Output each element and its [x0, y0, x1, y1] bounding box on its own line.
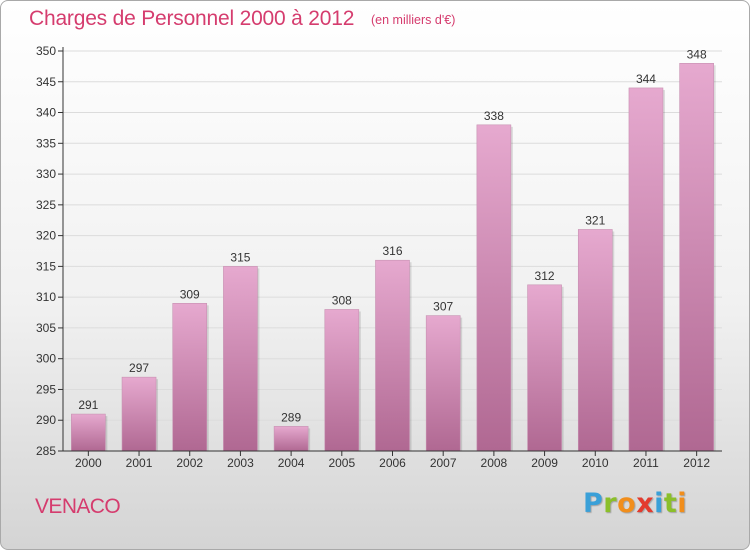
data-label: 338 — [484, 109, 504, 123]
y-tick-label: 290 — [36, 413, 56, 427]
data-label: 312 — [535, 269, 555, 283]
x-tick-label: 2006 — [379, 456, 406, 470]
bar-2008 — [476, 124, 512, 452]
y-tick-label: 320 — [36, 229, 56, 243]
logo-letter: r — [603, 488, 618, 519]
proxiti-logo: Proxiti — [583, 488, 687, 519]
commune-name: VENACO — [35, 495, 121, 518]
logo-letter: i — [654, 488, 664, 519]
data-label: 321 — [585, 213, 605, 227]
logo-letter: x — [636, 488, 655, 519]
bar-2003 — [223, 266, 258, 452]
y-tick-label: 325 — [36, 198, 56, 212]
x-tick-label: 2011 — [633, 456, 659, 470]
x-tick-label: 2010 — [582, 456, 609, 470]
bar-2009 — [527, 284, 562, 452]
chart-title: Charges de Personnel 2000 à 2012 — [29, 7, 355, 30]
data-label: 309 — [180, 287, 200, 301]
y-tick-label: 300 — [36, 352, 56, 366]
data-label: 291 — [78, 398, 98, 412]
bars — [71, 63, 716, 452]
x-tick-label: 2008 — [481, 456, 508, 470]
logo-letter: t — [663, 488, 678, 519]
bar-2002 — [172, 303, 208, 452]
bar-2000 — [71, 413, 106, 452]
y-tick-label: 295 — [36, 382, 56, 396]
data-label: 307 — [433, 300, 453, 314]
data-label: 297 — [129, 361, 149, 375]
y-tick-label: 310 — [36, 290, 56, 304]
y-tick-label: 315 — [36, 259, 56, 273]
data-label: 315 — [230, 250, 250, 264]
x-tick-label: 2004 — [278, 456, 305, 470]
axes — [58, 47, 722, 456]
logo-letter: i — [677, 488, 688, 519]
y-tick-label: 285 — [36, 444, 56, 458]
y-tick-label: 350 — [36, 44, 56, 58]
bar-2007 — [425, 315, 461, 452]
x-tick-label: 2000 — [75, 456, 102, 470]
logo-letter: o — [617, 488, 637, 519]
bar-2005 — [324, 309, 360, 452]
y-tick-label: 330 — [36, 167, 56, 181]
x-tick-label: 2007 — [430, 456, 457, 470]
bar-2001 — [121, 376, 157, 452]
bar-2006 — [375, 259, 410, 452]
data-label: 289 — [281, 410, 301, 424]
x-tick-label: 2005 — [328, 456, 355, 470]
bar-2010 — [577, 229, 613, 452]
labels: 285 290 295 300 305 310 315 320 325 330 335 340 345 3… — [36, 44, 710, 470]
y-tick-label: 340 — [36, 106, 56, 120]
y-tick-label: 335 — [36, 136, 56, 150]
logo-letter: P — [583, 488, 604, 519]
data-label: 316 — [382, 244, 402, 258]
bar-2011 — [628, 87, 664, 452]
x-tick-label: 2012 — [683, 456, 710, 470]
bar-2012 — [679, 63, 714, 452]
data-label: 348 — [687, 47, 707, 61]
x-tick-label: 2002 — [176, 456, 203, 470]
x-tick-label: 2003 — [227, 456, 254, 470]
y-tick-label: 305 — [36, 321, 56, 335]
bar-2004 — [273, 426, 309, 452]
y-tick-label: 345 — [36, 75, 56, 89]
x-tick-label: 2001 — [126, 456, 153, 470]
chart-unit-note: (en milliers d'€) — [371, 13, 456, 27]
data-label: 344 — [636, 72, 656, 86]
x-tick-label: 2009 — [531, 456, 558, 470]
data-label: 308 — [332, 293, 352, 307]
